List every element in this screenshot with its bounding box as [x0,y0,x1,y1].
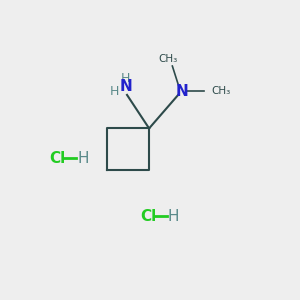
Text: H: H [121,72,130,85]
Text: CH₃: CH₃ [212,86,231,96]
Text: H: H [168,209,179,224]
Text: Cl: Cl [140,209,156,224]
Text: N: N [119,79,132,94]
Text: CH₃: CH₃ [158,54,177,64]
Text: H: H [77,151,88,166]
Text: H: H [110,85,119,98]
Text: N: N [175,84,188,99]
Text: Cl: Cl [49,151,65,166]
